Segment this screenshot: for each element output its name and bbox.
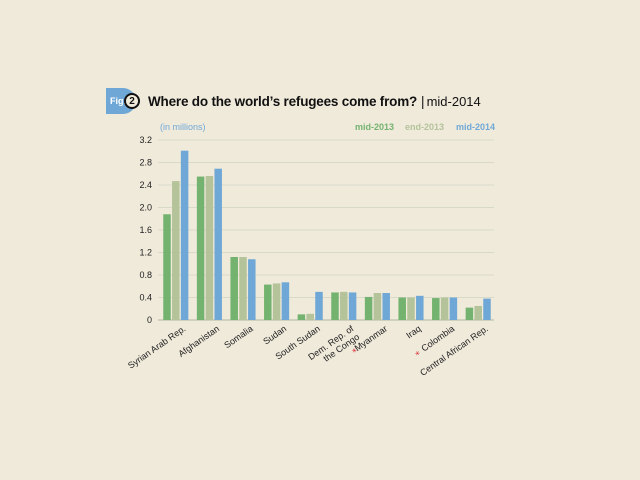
bar-mid-2014-6 [382,293,390,320]
y-axis-ticks: 0 0.4 0.8 1.2 1.6 2.0 2.4 2.8 3.2 [139,135,152,325]
chart-subtitle: mid-2014 [426,93,481,109]
bar-end-2013-0 [172,181,180,320]
bar-mid-2014-4 [315,291,323,320]
x-tick-label: Syrian Arab Rep. [126,323,187,370]
bar-end-2013-1 [205,176,214,320]
x-tick-label: Iraq [404,323,422,340]
bar-end-2013-7 [407,297,415,320]
x-tick-label-text: Iraq [404,323,422,340]
y-tick-label: 3.2 [139,135,152,145]
asterisk-marker-icon: * [414,350,424,361]
bar-mid-2013-0 [163,214,171,320]
x-tick-label: Somalia [222,323,254,350]
legend-item-end-2013: end-2013 [405,122,445,132]
bar-mid-2014-9 [483,298,491,320]
asterisk-marker-icon: * [351,347,361,358]
bar-mid-2014-3 [281,282,290,320]
y-tick-label: 2.4 [139,180,152,190]
y-tick-label: 0 [147,315,152,325]
bar-mid-2013-1 [196,176,205,320]
bar-mid-2013-9 [465,307,474,320]
legend-item-mid-2014: mid-2014 [456,122,496,132]
bar-end-2013-8 [440,297,449,320]
x-tick-label: Sudan [261,323,288,346]
y-tick-label: 2.8 [139,158,152,168]
bar-end-2013-9 [474,305,482,320]
bar-end-2013-3 [272,283,281,320]
y-tick-label: 1.2 [139,248,152,258]
bars [163,150,491,320]
bar-mid-2013-3 [264,284,272,320]
bar-mid-2014-0 [180,150,189,320]
y-tick-label: 2.0 [139,203,152,213]
bar-mid-2013-2 [230,257,238,320]
bar-mid-2014-2 [248,259,256,320]
bar-end-2013-2 [239,257,247,320]
bar-end-2013-5 [340,291,348,320]
bar-mid-2013-8 [432,298,440,320]
bar-end-2013-6 [373,293,382,320]
x-tick-label-text: Somalia [222,323,254,350]
figure-badge-label: Fig. [110,96,126,106]
bar-mid-2013-7 [398,297,406,320]
bar-mid-2013-4 [297,314,306,320]
x-tick-label-text: Sudan [261,323,288,346]
legend-item-mid-2013: mid-2013 [355,122,395,132]
chart-title: Where do the world’s refugees come from? [148,93,418,109]
bar-mid-2014-8 [449,297,458,320]
y-tick-label: 0.4 [139,293,152,303]
bar-mid-2013-6 [364,296,373,320]
title-separator: | [421,93,425,109]
chart-header: Fig. 2 Where do the world’s refugees com… [106,88,481,114]
figure-number: 2 [124,93,140,109]
y-tick-label: 1.6 [139,225,152,235]
x-tick-label-text: Syrian Arab Rep. [126,323,187,370]
bar-end-2013-4 [306,313,314,320]
gridlines [158,139,494,321]
bar-mid-2014-1 [214,168,222,320]
bar-mid-2014-7 [416,295,424,320]
bar-mid-2014-5 [348,292,357,320]
y-tick-label: 0.8 [139,270,152,280]
unit-note: (in millions) [160,122,206,132]
bar-mid-2013-5 [331,292,339,320]
x-axis-labels: Syrian Arab Rep.Afghanistan Somalia SudanS… [126,323,490,378]
